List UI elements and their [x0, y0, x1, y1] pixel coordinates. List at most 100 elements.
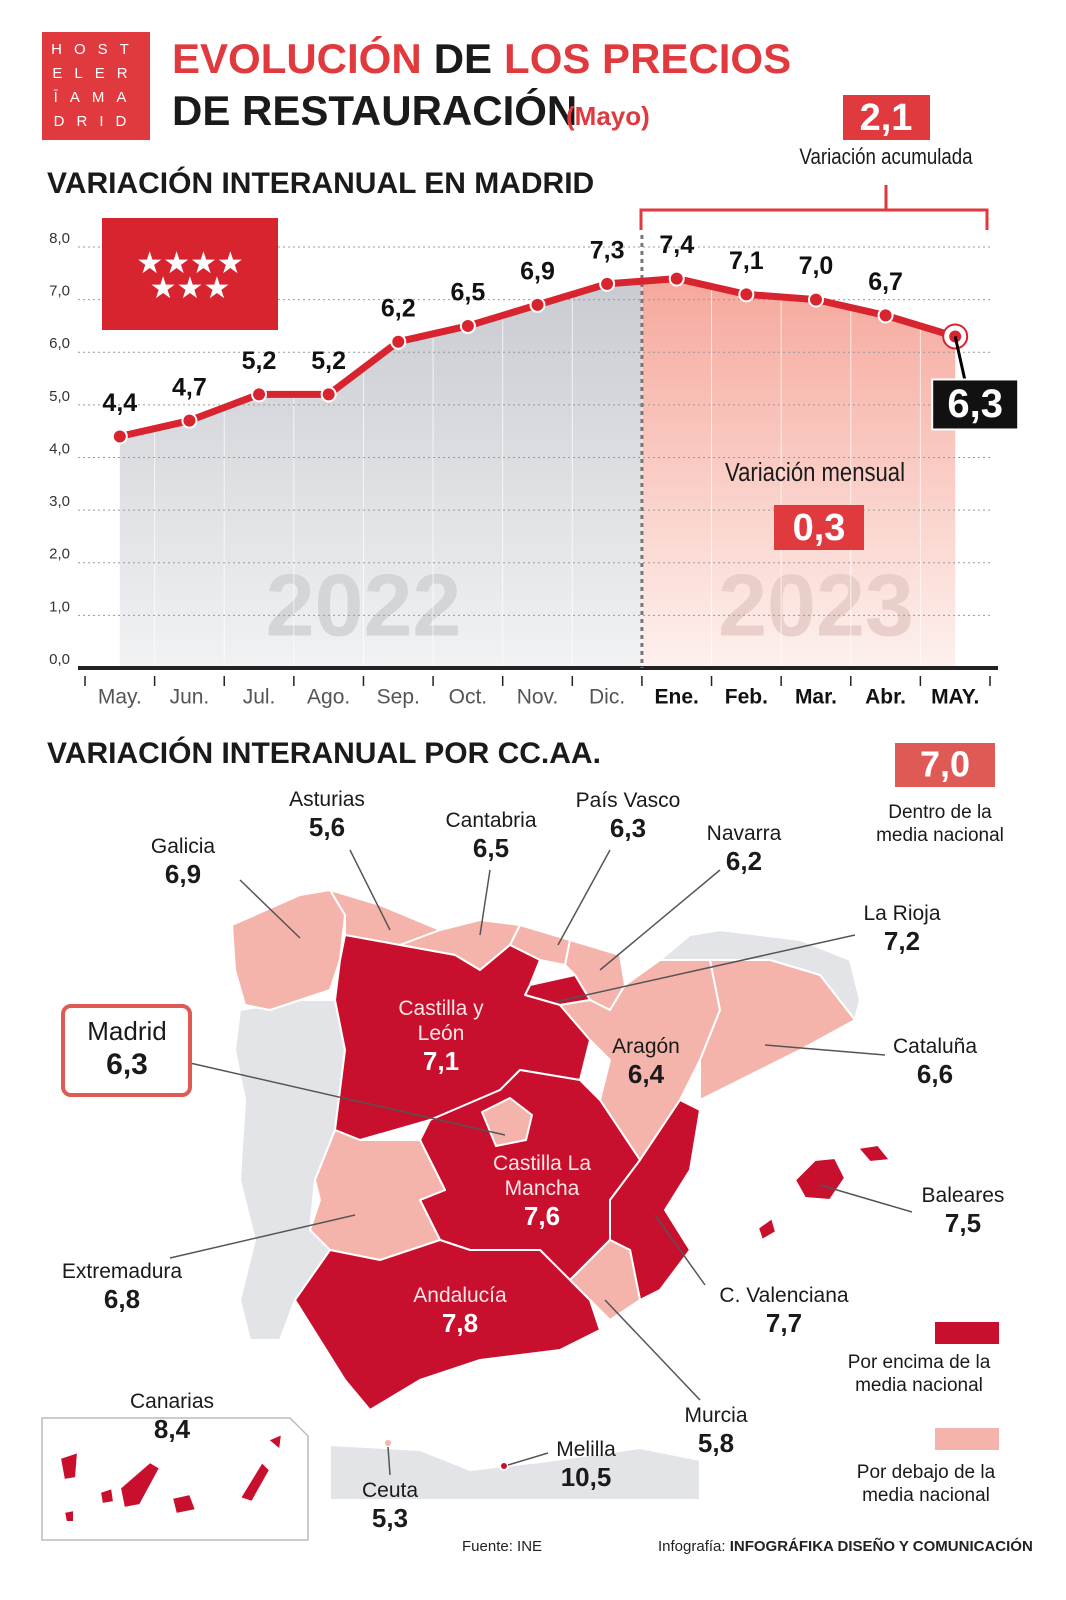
region-value: 7,2	[883, 926, 921, 957]
x-tick-label: MAY.	[931, 686, 979, 709]
data-label: 6,5	[451, 279, 486, 307]
point	[807, 291, 824, 308]
region-name: Extremadura	[61, 1260, 183, 1283]
national-text: Dentro de la media nacional	[876, 802, 1004, 846]
point	[459, 317, 476, 334]
legend	[935, 1322, 999, 1450]
headline-part: LOS PRECIOS	[504, 35, 791, 82]
region-canarias	[59, 1433, 283, 1523]
legend-swatch	[935, 1322, 999, 1344]
region-value: 7,7	[765, 1308, 803, 1339]
y-tick-label: 8,0	[49, 230, 70, 247]
y-tick-label: 7,0	[49, 283, 70, 300]
leader-line	[507, 1452, 549, 1466]
region-baleares	[757, 1144, 891, 1241]
region-murcia	[569, 1239, 641, 1321]
y-tick-label: 6,0	[49, 335, 70, 352]
region-name: Galicia	[150, 835, 216, 858]
label-ceuta: Ceuta 5,3	[362, 1478, 418, 1534]
label-navarra: Navarra 6,2	[707, 821, 782, 877]
monthly-value: 0,3	[793, 507, 846, 549]
region-ceuta	[383, 1438, 393, 1448]
x-tick-label: Ago.	[307, 686, 350, 709]
island	[59, 1451, 79, 1481]
flag-stars: ★★★	[150, 272, 231, 305]
callout-line	[953, 336, 967, 382]
canarias-box	[41, 1417, 309, 1541]
leader-line	[169, 1214, 356, 1259]
leader-line	[819, 1184, 913, 1213]
leader-line	[764, 1044, 886, 1056]
data-label: 6,2	[381, 294, 416, 322]
region-name: Aragón	[612, 1035, 680, 1058]
point	[251, 386, 268, 403]
region-madrid	[481, 1097, 533, 1147]
y-tick-label: 2,0	[49, 546, 70, 563]
credit-prefix: Infografía:	[658, 1538, 726, 1555]
x-tick-label: Oct.	[449, 686, 488, 709]
region-name: Cantabria	[445, 809, 537, 832]
point	[668, 270, 685, 287]
region-name: La Rioja	[863, 902, 941, 925]
region-name: Castilla y León	[398, 997, 484, 1046]
island	[857, 1144, 891, 1163]
region-name: Baleares	[921, 1184, 1005, 1207]
chart-title: VARIACIÓN INTERANUAL EN MADRID	[47, 166, 594, 200]
label-galicia: Galicia 6,9	[151, 834, 215, 890]
cumulative-text: Variación acumulada	[799, 145, 973, 169]
region-name: Canarias	[129, 1390, 215, 1413]
data-label: 7,3	[590, 236, 625, 264]
madrid-box	[61, 1004, 192, 1097]
region-name: Madrid	[87, 1016, 167, 1046]
map	[59, 889, 891, 1523]
data-label: 5,2	[242, 347, 277, 375]
data-label: 4,7	[172, 373, 207, 401]
y-tick-label: 0,0	[49, 651, 70, 668]
logo-box	[42, 32, 150, 140]
source: Fuente: INE	[462, 1538, 543, 1555]
island	[239, 1461, 271, 1503]
region-value: 6,4	[627, 1059, 665, 1090]
headline-2: DE RESTAURACIÓN	[172, 86, 577, 134]
headline: EVOLUCIÓN DE LOS PRECIOS	[172, 34, 791, 82]
island	[267, 1433, 283, 1451]
leader-line	[554, 934, 856, 1003]
y-tick-label: 5,0	[49, 388, 70, 405]
island	[119, 1461, 161, 1509]
x-tick-label: Jul.	[243, 686, 276, 709]
data-label: 5,2	[311, 347, 346, 375]
data-label: 6,3	[947, 382, 1003, 426]
region-value: 5,6	[308, 812, 346, 843]
region-value: 7,6	[523, 1201, 561, 1232]
region-melilla	[499, 1461, 509, 1471]
region-value: 6,6	[916, 1059, 954, 1090]
island	[63, 1509, 75, 1523]
cumulative-bracket	[639, 185, 989, 230]
point	[738, 286, 755, 303]
leader-line	[604, 1299, 701, 1401]
monthly-box	[774, 505, 864, 550]
region-c-valenciana	[609, 1099, 701, 1301]
leader-lines	[169, 849, 913, 1476]
logo-line: ĪAMA	[54, 89, 139, 106]
label-melilla: Melilla 10,5	[556, 1437, 616, 1493]
island	[757, 1217, 777, 1241]
leader-line	[479, 869, 491, 936]
data-label: 7,0	[799, 252, 834, 280]
data-label: 4,4	[102, 389, 137, 417]
island	[99, 1487, 115, 1505]
point	[320, 386, 337, 403]
label-cantabria: Cantabria 6,5	[445, 808, 536, 864]
credit-name: INFOGRÁFIKA DISEÑO Y COMUNICACIÓN	[729, 1538, 1033, 1555]
label-c-valenciana: C. Valenciana 7,7	[719, 1283, 848, 1339]
island	[171, 1493, 197, 1515]
label-canarias: Canarias 8,4	[130, 1389, 214, 1445]
national-value: 7,0	[920, 744, 970, 785]
region-value: 6,2	[725, 846, 763, 877]
region-value: 7,1	[422, 1046, 460, 1077]
point	[529, 296, 546, 313]
x-tick-label: Dic.	[589, 686, 625, 709]
region-extremadura	[309, 1129, 446, 1261]
label-aragon: Aragón 6,4	[612, 1034, 680, 1090]
data-label: 7,4	[659, 231, 694, 259]
